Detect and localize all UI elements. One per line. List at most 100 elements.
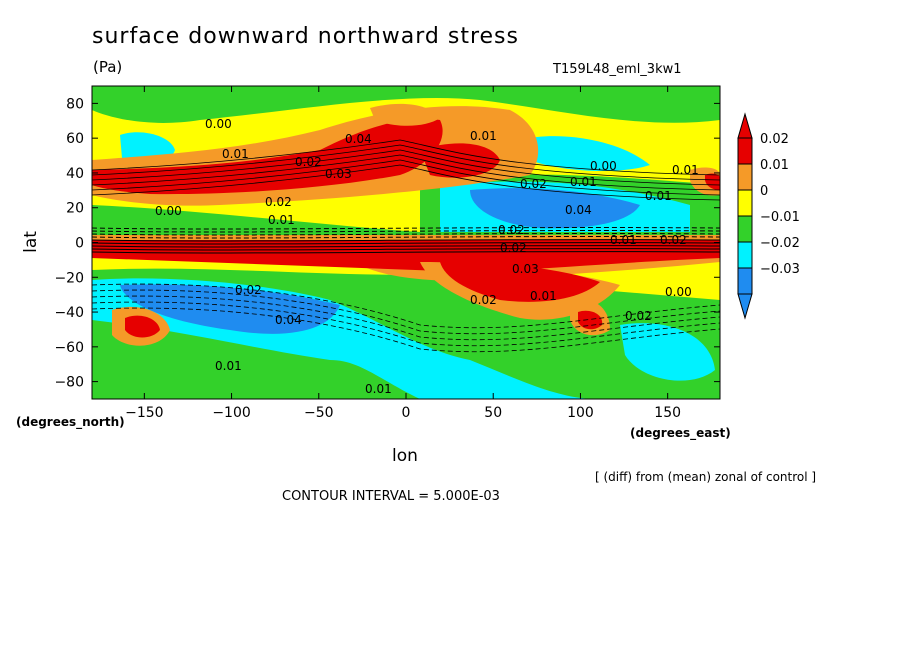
- contour-label: 0.02: [470, 293, 497, 307]
- colorbar-swatch: [737, 267, 753, 295]
- contour-label: 0.01: [215, 359, 242, 373]
- y-tick-label: −20: [54, 270, 84, 286]
- contour-label: 0.01: [610, 233, 637, 247]
- contour-label: 0.02: [295, 155, 322, 169]
- contour-interval-label: CONTOUR INTERVAL = 5.000E-03: [282, 489, 500, 504]
- colorbar-top-arrow: [737, 112, 753, 139]
- contour-label: 0.03: [325, 167, 352, 181]
- contour-line: [92, 230, 720, 233]
- contour-label: 0.02: [235, 283, 262, 297]
- contour-label: 0.02: [265, 195, 292, 209]
- colorbar-swatch: [737, 189, 753, 217]
- colorbar-label: 0.01: [760, 158, 789, 173]
- colorbar-label: −0.03: [760, 262, 800, 277]
- contour-line: [92, 239, 720, 242]
- contour-label: 0.01: [365, 382, 392, 396]
- contour-label: 0.01: [222, 147, 249, 161]
- contour-label: 0.00: [665, 285, 692, 299]
- colorbar-swatch: [737, 215, 753, 243]
- field-region: [520, 136, 650, 172]
- contour-line: [92, 227, 720, 230]
- field-region: [92, 119, 443, 195]
- x-tick-label: −150: [125, 405, 163, 421]
- field-region: [92, 86, 720, 123]
- contour-label: 0.03: [512, 262, 539, 276]
- contour-label: 0.01: [672, 163, 699, 177]
- contour-label: 0.04: [565, 203, 592, 217]
- contour-line: [92, 139, 720, 176]
- colorbar-swatch: [737, 241, 753, 269]
- contour-line: [92, 144, 720, 181]
- field-region: [440, 262, 600, 302]
- contour-label: 0.02: [498, 223, 525, 237]
- y-tick-label: 80: [66, 96, 84, 112]
- contour-line: [92, 289, 720, 335]
- contour-line: [92, 301, 720, 347]
- colorbar-bottom-arrow: [737, 293, 753, 320]
- contour-label: 0.02: [625, 309, 652, 323]
- x-tick-label: 0: [402, 405, 411, 421]
- x-axis-label: lon: [392, 446, 418, 466]
- colorbar-label: 0.02: [760, 132, 789, 147]
- field-region: [92, 240, 720, 272]
- y-tick-label: 0: [75, 236, 84, 252]
- x-tick-label: 50: [484, 405, 502, 421]
- contour-line: [92, 159, 720, 196]
- y-tick-label: −40: [54, 305, 84, 321]
- contour-label: 0.02: [500, 241, 527, 255]
- field-region: [620, 323, 715, 381]
- x-tick-label: −100: [212, 405, 250, 421]
- y-tick-label: 20: [66, 201, 84, 217]
- y-axis-label: lat: [20, 231, 41, 253]
- x-tick-label: 100: [567, 405, 594, 421]
- y-tick-label: 60: [66, 131, 84, 147]
- contour-line: [92, 164, 720, 201]
- field-region: [470, 188, 640, 229]
- contour-label: 0.04: [345, 132, 372, 146]
- colorbar-label: −0.02: [760, 236, 800, 251]
- contour-label: 0.04: [275, 313, 302, 327]
- x-tick-label: −50: [304, 405, 334, 421]
- contour-line: [92, 283, 720, 329]
- contour-line: [92, 248, 720, 251]
- contour-line: [92, 236, 720, 239]
- contour-line: [92, 307, 720, 353]
- contour-label: 0.01: [530, 289, 557, 303]
- contour-label: 0.02: [660, 233, 687, 247]
- contour-label: 0.01: [645, 189, 672, 203]
- contour-line: [92, 242, 720, 245]
- contour-label: 0.00: [155, 204, 182, 218]
- contour-label: 0.01: [470, 129, 497, 143]
- contour-line: [92, 245, 720, 248]
- contour-line: [92, 295, 720, 341]
- x-tick-label: 150: [654, 405, 681, 421]
- y-tick-label: 40: [66, 166, 84, 182]
- contour-line: [92, 154, 720, 191]
- y-axis-units: (degrees_north): [16, 415, 125, 429]
- contour-label: 0.00: [590, 159, 617, 173]
- chart-title: surface downward northward stress: [92, 24, 519, 49]
- field-region: [370, 103, 440, 126]
- contour-label: 0.01: [268, 213, 295, 227]
- field-region: [125, 315, 160, 338]
- contour-label: 0.01: [570, 175, 597, 189]
- plot-area: 0.000.010.020.030.040.020.010.000.010.01…: [92, 86, 720, 399]
- colorbar-swatch: [737, 137, 753, 165]
- contour-label: 0.00: [205, 117, 232, 131]
- colorbar: 0.02 0.01 0 −0.01 −0.02 −0.03: [737, 112, 800, 320]
- contour-line: [92, 233, 720, 236]
- run-id-label: T159L48_eml_3kw1: [553, 62, 682, 77]
- y-tick-label: −60: [54, 340, 84, 356]
- x-axis-units: (degrees_east): [630, 426, 731, 440]
- y-tick-label: −80: [54, 375, 84, 391]
- contour-line: [92, 251, 720, 254]
- chart-units: (Pa): [93, 58, 123, 76]
- colorbar-swatch: [737, 163, 753, 191]
- difference-note: [ (diff) from (mean) zonal of control ]: [595, 470, 817, 484]
- contour-label: 0.02: [520, 177, 547, 191]
- contour-line: [92, 149, 720, 186]
- colorbar-label: 0: [760, 184, 768, 199]
- field-region: [705, 173, 720, 190]
- colorbar-label: −0.01: [760, 210, 800, 225]
